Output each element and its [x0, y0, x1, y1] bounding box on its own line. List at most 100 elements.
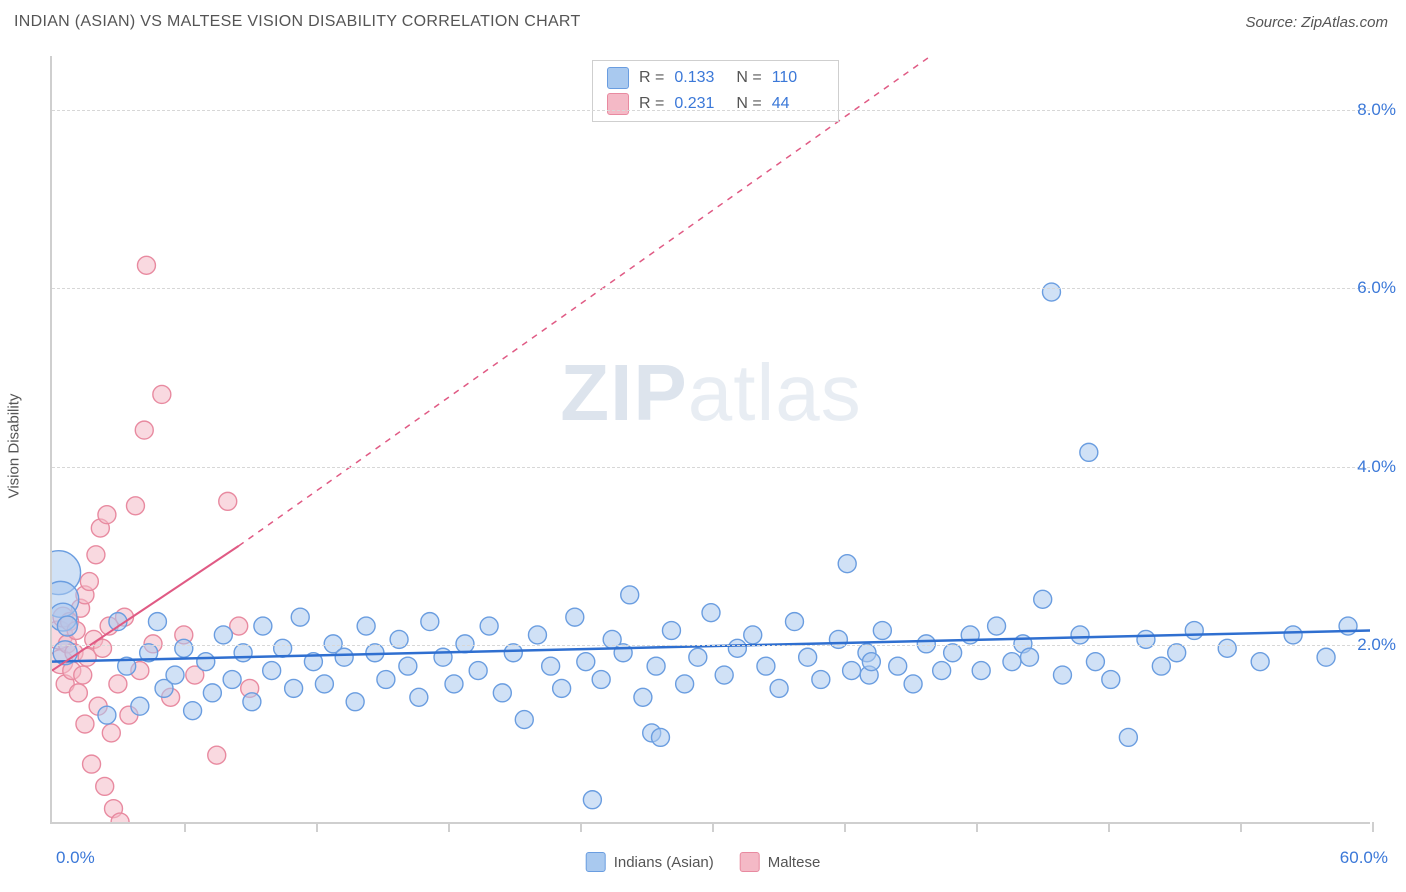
data-point-indians — [728, 639, 746, 657]
data-point-indians — [175, 639, 193, 657]
data-point-maltese — [69, 684, 87, 702]
data-point-indians — [166, 666, 184, 684]
data-point-indians — [57, 616, 77, 636]
data-point-maltese — [186, 666, 204, 684]
data-point-indians — [98, 706, 116, 724]
data-point-indians — [904, 675, 922, 693]
data-point-indians — [1086, 653, 1104, 671]
data-point-indians — [1339, 617, 1357, 635]
data-point-indians — [223, 671, 241, 689]
data-point-maltese — [102, 724, 120, 742]
data-point-maltese — [63, 662, 81, 680]
data-point-maltese — [58, 635, 76, 653]
data-point-maltese — [53, 607, 73, 627]
data-point-maltese — [144, 635, 162, 653]
watermark-bold: ZIP — [560, 348, 687, 437]
data-point-maltese — [61, 613, 79, 631]
data-point-maltese — [72, 599, 90, 617]
data-point-indians — [1102, 671, 1120, 689]
data-point-indians — [643, 724, 661, 742]
correlation-stats-box: R =0.133N =110R =0.231N =44 — [592, 60, 839, 122]
data-point-indians — [214, 626, 232, 644]
data-point-maltese — [89, 697, 107, 715]
gridline — [52, 288, 1370, 289]
data-point-maltese — [153, 385, 171, 403]
data-point-indians — [785, 613, 803, 631]
y-tick-label: 2.0% — [1357, 635, 1396, 655]
data-point-indians — [1080, 443, 1098, 461]
data-point-indians — [917, 635, 935, 653]
data-point-indians — [399, 657, 417, 675]
data-point-indians — [542, 657, 560, 675]
data-point-maltese — [131, 662, 149, 680]
data-point-indians — [873, 622, 891, 640]
data-point-maltese — [135, 421, 153, 439]
data-point-indians — [553, 679, 571, 697]
data-point-maltese — [120, 706, 138, 724]
data-point-indians — [988, 617, 1006, 635]
data-point-indians — [52, 603, 77, 631]
data-point-maltese — [105, 800, 123, 818]
legend-label: Indians (Asian) — [614, 854, 714, 871]
data-point-indians — [377, 671, 395, 689]
data-point-maltese — [65, 644, 83, 662]
data-point-indians — [838, 555, 856, 573]
data-point-indians — [614, 644, 632, 662]
data-point-indians — [140, 644, 158, 662]
x-axis-max-label: 60.0% — [1340, 848, 1388, 868]
plot-area: ZIPatlas R =0.133N =110R =0.231N =44 — [50, 56, 1370, 824]
data-point-indians — [357, 617, 375, 635]
data-point-maltese — [96, 777, 114, 795]
data-point-maltese — [67, 622, 85, 640]
stats-r-label: R = — [639, 69, 664, 87]
data-point-indians — [972, 662, 990, 680]
data-point-maltese — [126, 497, 144, 515]
data-point-indians — [1317, 648, 1335, 666]
stats-n-label: N = — [736, 69, 761, 87]
data-point-indians — [1021, 648, 1039, 666]
data-point-indians — [702, 604, 720, 622]
data-point-indians — [118, 657, 136, 675]
data-point-indians — [184, 702, 202, 720]
data-point-indians — [566, 608, 584, 626]
data-point-indians — [285, 679, 303, 697]
data-point-indians — [757, 657, 775, 675]
data-point-indians — [197, 653, 215, 671]
gridline — [52, 467, 1370, 468]
data-point-indians — [335, 648, 353, 666]
stats-row-indians: R =0.133N =110 — [593, 65, 838, 91]
data-point-maltese — [76, 715, 94, 733]
data-point-indians — [799, 648, 817, 666]
data-point-maltese — [162, 688, 180, 706]
x-tick — [844, 822, 846, 832]
data-point-maltese — [109, 675, 127, 693]
data-point-maltese — [76, 586, 94, 604]
x-tick — [1240, 822, 1242, 832]
chart-svg — [52, 56, 1370, 822]
data-point-indians — [456, 635, 474, 653]
x-tick — [1372, 822, 1374, 832]
data-point-maltese — [137, 256, 155, 274]
x-tick — [976, 822, 978, 832]
stats-swatch — [607, 67, 629, 89]
y-tick-label: 4.0% — [1357, 457, 1396, 477]
data-point-indians — [621, 586, 639, 604]
data-point-indians — [662, 622, 680, 640]
data-point-indians — [1071, 626, 1089, 644]
stats-row-maltese: R =0.231N =44 — [593, 91, 838, 117]
data-point-indians — [1185, 622, 1203, 640]
data-point-maltese — [111, 813, 129, 822]
data-point-indians — [254, 617, 272, 635]
data-point-indians — [634, 688, 652, 706]
chart-title: INDIAN (ASIAN) VS MALTESE VISION DISABIL… — [14, 13, 581, 31]
data-point-indians — [504, 644, 522, 662]
data-point-indians — [291, 608, 309, 626]
data-point-indians — [592, 671, 610, 689]
data-point-indians — [647, 657, 665, 675]
stats-r-value: 0.133 — [674, 69, 726, 87]
x-tick — [184, 822, 186, 832]
legend-item: Indians (Asian) — [586, 852, 714, 872]
data-point-indians — [52, 581, 79, 617]
watermark-rest: atlas — [688, 348, 862, 437]
legend-label: Maltese — [768, 854, 821, 871]
